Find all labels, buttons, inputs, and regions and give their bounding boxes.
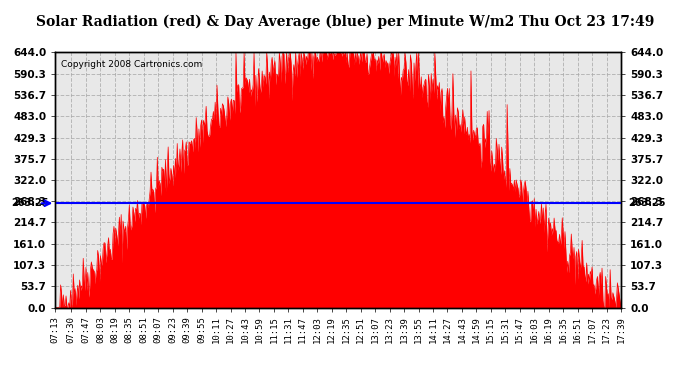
Text: 263.25: 263.25 bbox=[628, 198, 665, 208]
Text: Solar Radiation (red) & Day Average (blue) per Minute W/m2 Thu Oct 23 17:49: Solar Radiation (red) & Day Average (blu… bbox=[36, 15, 654, 29]
Text: 263.25: 263.25 bbox=[11, 198, 48, 208]
Text: Copyright 2008 Cartronics.com: Copyright 2008 Cartronics.com bbox=[61, 60, 202, 69]
